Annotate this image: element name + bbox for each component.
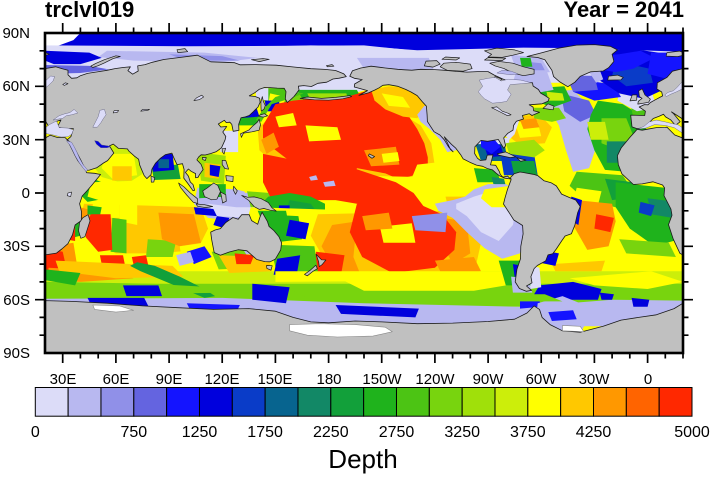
svg-text:120E: 120E: [204, 371, 239, 388]
svg-text:1250: 1250: [182, 424, 218, 441]
svg-text:Year = 2041: Year = 2041: [563, 0, 684, 22]
svg-text:150E: 150E: [257, 371, 292, 388]
svg-text:1750: 1750: [247, 424, 283, 441]
svg-text:750: 750: [120, 424, 147, 441]
svg-text:180: 180: [316, 371, 341, 388]
svg-text:30E: 30E: [50, 371, 77, 388]
svg-text:150W: 150W: [362, 371, 402, 388]
svg-text:0: 0: [31, 424, 40, 441]
svg-text:60N: 60N: [2, 78, 30, 95]
svg-text:2250: 2250: [313, 424, 349, 441]
svg-text:90S: 90S: [3, 345, 30, 362]
svg-text:0: 0: [22, 185, 30, 202]
svg-text:120W: 120W: [415, 371, 455, 388]
svg-text:3250: 3250: [444, 424, 480, 441]
svg-text:30N: 30N: [2, 132, 30, 149]
svg-text:90W: 90W: [473, 371, 505, 388]
svg-text:60S: 60S: [3, 292, 30, 309]
svg-text:trclvl019: trclvl019: [45, 0, 134, 22]
svg-text:60E: 60E: [103, 371, 130, 388]
svg-text:Depth: Depth: [328, 444, 397, 474]
svg-text:3750: 3750: [510, 424, 546, 441]
svg-text:30S: 30S: [3, 238, 30, 255]
svg-text:4250: 4250: [576, 424, 612, 441]
svg-text:0: 0: [644, 371, 652, 388]
svg-text:60W: 60W: [526, 371, 558, 388]
svg-text:2750: 2750: [379, 424, 415, 441]
svg-text:5000: 5000: [674, 424, 710, 441]
svg-text:30W: 30W: [579, 371, 611, 388]
svg-text:90N: 90N: [2, 25, 30, 42]
svg-text:90E: 90E: [156, 371, 183, 388]
